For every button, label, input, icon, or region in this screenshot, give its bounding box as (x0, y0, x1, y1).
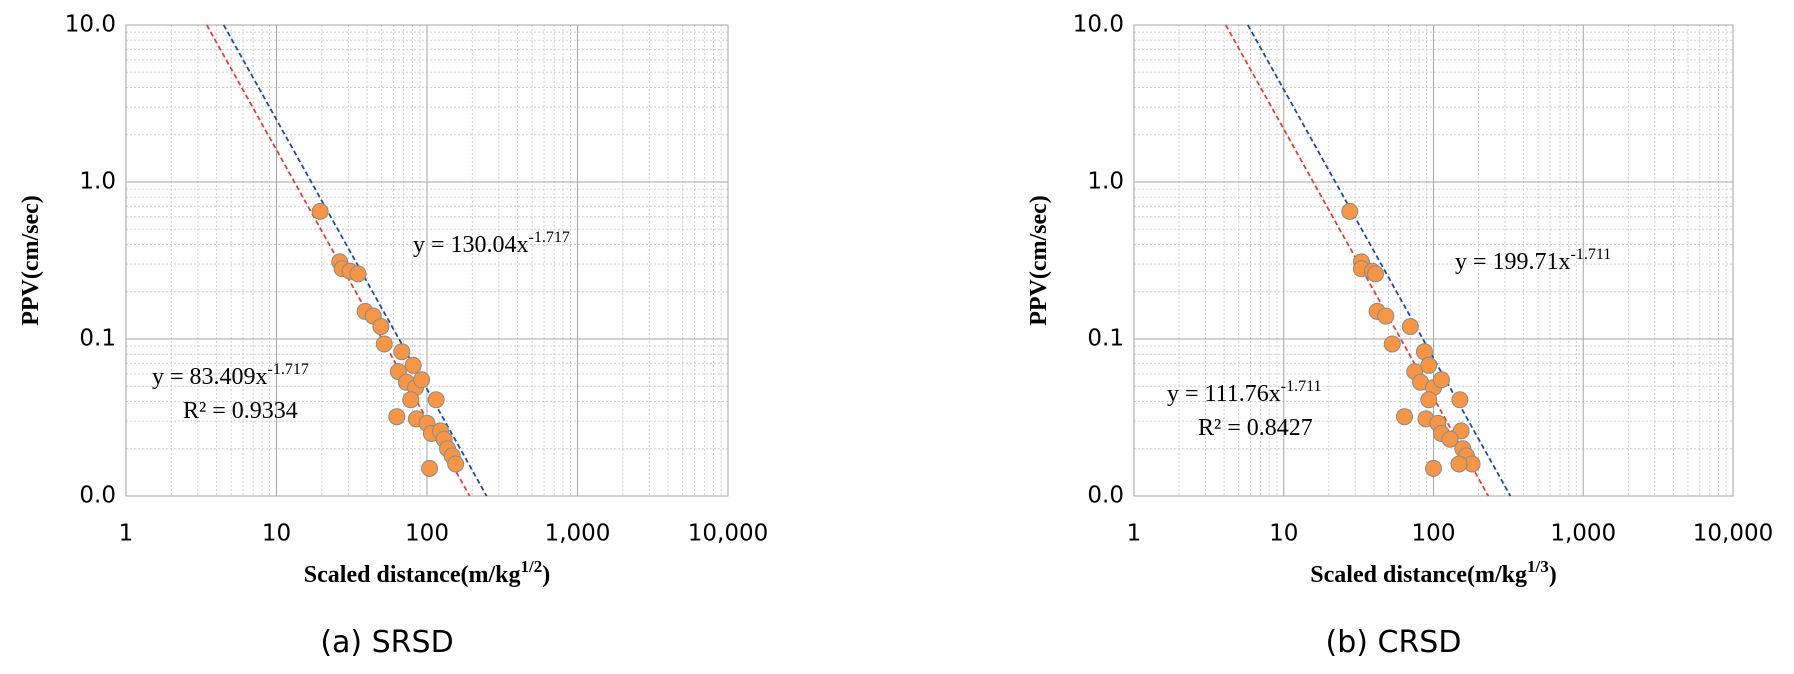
trendline-equation: y = 83.409x-1.717 (152, 361, 309, 390)
data-point (1401, 318, 1419, 336)
equation-exponent: -1.717 (529, 229, 570, 246)
data-point (1425, 459, 1442, 477)
equation-exponent: -1.711 (1281, 378, 1322, 395)
equation-text: y = 83.409x (152, 364, 268, 390)
y-tick-label: 10.0 (1073, 12, 1124, 38)
y-tick-label: 0.1 (1087, 326, 1124, 352)
trendline-equation: y = 130.04x-1.717 (413, 229, 570, 258)
data-point (402, 391, 420, 409)
trendline (1224, 24, 1490, 497)
chart: 1 10 100 1,000 10,000 0.0 0.1 1.0 10.0 y = 199.71… (1026, 12, 1773, 661)
x-tick-label: 1 (1127, 521, 1142, 547)
data-point (1341, 202, 1359, 220)
x-tick-label: 1 (119, 521, 134, 547)
trendline (222, 24, 488, 497)
r-squared: R² = 0.8427 (1198, 415, 1313, 441)
data-point (1377, 307, 1395, 325)
data-point (413, 371, 431, 389)
equation-exponent: -1.717 (268, 361, 309, 378)
data-point (1367, 265, 1385, 283)
data-point (404, 356, 422, 374)
chart: 1 10 100 1,000 10,000 0.0 0.1 1.0 10.0 y = 130.04… (18, 12, 768, 661)
caption: (b) CRSD (1326, 625, 1462, 660)
data-point (388, 408, 406, 426)
data-point (393, 343, 411, 361)
x-axis-label-text: Scaled distance(m/kg (1310, 562, 1527, 588)
x-tick-label: 10 (1269, 521, 1298, 547)
data-point (372, 318, 390, 336)
data-point (1441, 430, 1459, 448)
caption: (a) SRSD (320, 625, 453, 660)
data-point (1420, 356, 1438, 374)
trendline-equation: y = 199.71x-1.711 (1455, 246, 1611, 275)
data-point (375, 335, 393, 353)
x-tick-label: 10,000 (688, 521, 768, 547)
equation-text: y = 130.04x (413, 232, 529, 258)
y-tick-label: 0.0 (1087, 483, 1124, 509)
trendline-equation: y = 111.76x-1.711 (1167, 378, 1322, 407)
x-axis-label-text: Scaled distance(m/kg (304, 562, 521, 588)
r-squared: R² = 0.9334 (183, 398, 298, 424)
data-point (1451, 391, 1469, 409)
x-axis-label-sup: 1/2 (520, 557, 542, 576)
data-point (447, 455, 465, 473)
x-tick-label: 100 (405, 521, 449, 547)
y-tick-label: 10.0 (65, 12, 116, 38)
x-tick-label: 1,000 (1550, 521, 1616, 547)
data-point (427, 391, 445, 409)
x-axis-label-sup: 1/3 (1527, 557, 1549, 576)
x-tick-label: 100 (1412, 521, 1456, 547)
y-tick-label: 0.0 (79, 483, 116, 509)
data-point (1383, 335, 1401, 353)
data-point (349, 265, 367, 283)
data-point (311, 202, 329, 220)
equation-text: y = 199.71x (1455, 249, 1571, 275)
y-tick-label: 1.0 (1087, 169, 1124, 195)
x-tick-label: 10,000 (1693, 521, 1773, 547)
trendline (1247, 24, 1512, 497)
equation-exponent: -1.711 (1571, 246, 1612, 263)
data-point (1420, 391, 1438, 409)
equation-text: y = 111.76x (1167, 381, 1281, 407)
y-axis-label: PPV(cm/sec) (18, 195, 44, 326)
y-tick-label: 1.0 (79, 169, 116, 195)
x-axis-label: Scaled distance(m/kg1/2) (304, 557, 550, 588)
data-point (421, 459, 439, 477)
data-point (1450, 455, 1468, 473)
x-axis-label-end: ) (542, 562, 550, 588)
y-axis-label: PPV(cm/sec) (1026, 195, 1052, 326)
x-axis-label-end: ) (1549, 562, 1557, 588)
x-tick-label: 10 (262, 521, 291, 547)
data-point (1432, 371, 1450, 389)
y-tick-label: 0.1 (79, 326, 116, 352)
x-axis-label: Scaled distance(m/kg1/3) (1310, 557, 1556, 588)
x-tick-label: 1,000 (545, 521, 611, 547)
data-point (1395, 408, 1413, 426)
